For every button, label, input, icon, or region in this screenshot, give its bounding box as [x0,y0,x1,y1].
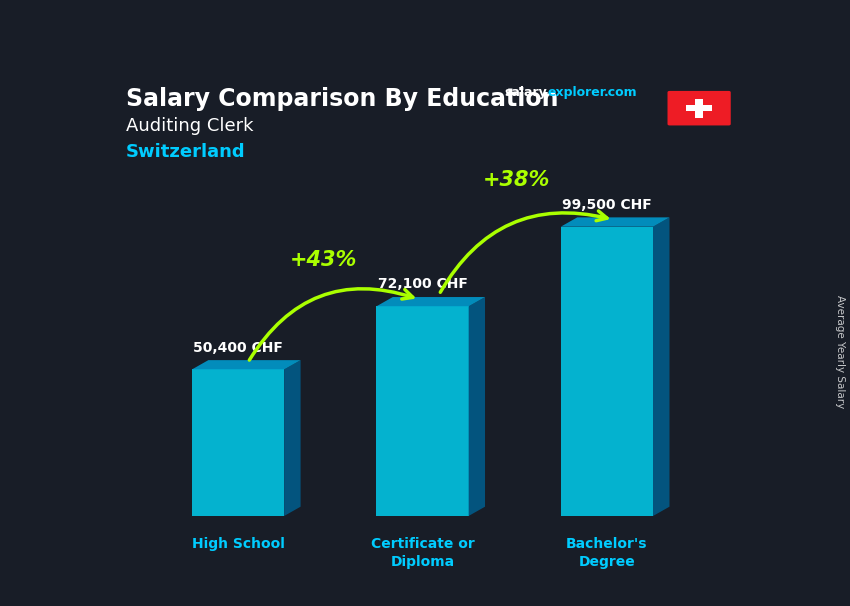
Text: 50,400 CHF: 50,400 CHF [193,341,283,355]
Bar [694,99,704,118]
Text: salary: salary [505,86,547,99]
Text: Average Yearly Salary: Average Yearly Salary [835,295,845,408]
Text: Certificate or
Diploma: Certificate or Diploma [371,537,474,570]
Text: +43%: +43% [290,250,357,270]
Text: 72,100 CHF: 72,100 CHF [377,278,468,291]
Text: +38%: +38% [483,170,550,190]
Polygon shape [192,360,301,370]
Text: 99,500 CHF: 99,500 CHF [562,198,652,211]
Text: Auditing Clerk: Auditing Clerk [126,117,253,135]
Polygon shape [284,360,301,516]
Text: Bachelor's
Degree: Bachelor's Degree [566,537,648,570]
Text: explorer: explorer [547,86,607,99]
Polygon shape [653,218,670,516]
Polygon shape [192,370,284,516]
Polygon shape [468,297,485,516]
Text: Salary Comparison By Education: Salary Comparison By Education [126,87,558,111]
Polygon shape [377,297,485,307]
Text: .com: .com [604,86,638,99]
Polygon shape [377,307,468,516]
FancyBboxPatch shape [667,91,731,125]
Text: High School: High School [191,537,285,551]
Polygon shape [561,218,670,227]
Polygon shape [561,227,653,516]
Bar [686,105,712,112]
Text: Switzerland: Switzerland [126,142,246,161]
